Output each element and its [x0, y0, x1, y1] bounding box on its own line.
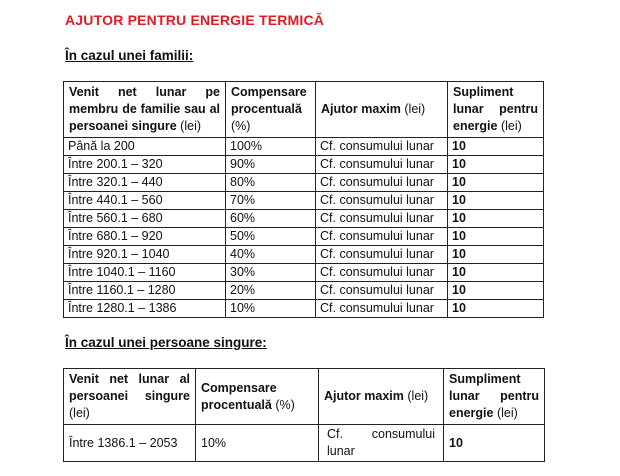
col-header-income: Venit net lunar al persoanei singure (le…	[63, 368, 196, 425]
supplement-cell: 10	[447, 263, 544, 282]
income-cell: Între 1386.1 – 2053	[63, 424, 196, 462]
col-header-supplement: Supliment lunar pentru energie (lei)	[447, 81, 544, 138]
table-row: Între 920.1 – 1040 40% Cf. consumului lu…	[63, 245, 544, 264]
percent-cell: 30%	[225, 263, 316, 282]
aid-cell: Cf. consumului lunar	[315, 191, 448, 210]
supplement-cell: 10	[447, 155, 544, 174]
percent-cell: 100%	[225, 137, 316, 156]
single-person-aid-table: Venit net lunar al persoanei singure (le…	[63, 368, 545, 462]
aid-cell: Cf. consumului lunar	[315, 227, 448, 246]
table-row: Între 440.1 – 560 70% Cf. consumului lun…	[63, 191, 544, 210]
aid-cell: Cf. consumului lunar	[318, 424, 444, 462]
section-heading-single-person: În cazul unei persoane singure:	[65, 335, 267, 350]
income-cell: Între 440.1 – 560	[63, 191, 226, 210]
table-row: Între 680.1 – 920 50% Cf. consumului lun…	[63, 227, 544, 246]
income-cell: Între 920.1 – 1040	[63, 245, 226, 264]
table-header-row: Venit net lunar pe membru de familie sau…	[63, 81, 544, 138]
section-heading-family: În cazul unei familii:	[65, 48, 194, 63]
income-cell: Între 560.1 – 680	[63, 209, 226, 228]
aid-cell: Cf. consumului lunar	[315, 299, 448, 318]
aid-cell: Cf. consumului lunar	[315, 263, 448, 282]
aid-cell: Cf. consumului lunar	[315, 155, 448, 174]
table-row: Până la 200 100% Cf. consumului lunar 10	[63, 137, 544, 156]
supplement-cell: 10	[447, 245, 544, 264]
percent-cell: 40%	[225, 245, 316, 264]
aid-cell: Cf. consumului lunar	[315, 137, 448, 156]
col-header-max-aid: Ajutor maxim (lei)	[315, 81, 448, 138]
income-cell: Între 680.1 – 920	[63, 227, 226, 246]
col-header-percent: Compensare procentuală (%)	[195, 368, 319, 425]
percent-cell: 70%	[225, 191, 316, 210]
col-header-supplement: Sumpliment lunar pentru energie (lei)	[443, 368, 545, 425]
table-row: Între 1386.1 – 2053 10% Cf. consumului l…	[63, 424, 545, 462]
table-row: Între 1160.1 – 1280 20% Cf. consumului l…	[63, 281, 544, 300]
aid-cell: Cf. consumului lunar	[315, 209, 448, 228]
col-header-max-aid: Ajutor maxim (lei)	[318, 368, 444, 425]
supplement-cell: 10	[447, 299, 544, 318]
percent-cell: 90%	[225, 155, 316, 174]
col-header-income: Venit net lunar pe membru de familie sau…	[63, 81, 226, 138]
income-cell: Până la 200	[63, 137, 226, 156]
col-header-percent: Compensare procentuală (%)	[225, 81, 316, 138]
aid-cell: Cf. consumului lunar	[315, 245, 448, 264]
income-cell: Între 320.1 – 440	[63, 173, 226, 192]
table-row: Între 560.1 – 680 60% Cf. consumului lun…	[63, 209, 544, 228]
percent-cell: 80%	[225, 173, 316, 192]
table-row: Între 1040.1 – 1160 30% Cf. consumului l…	[63, 263, 544, 282]
supplement-cell: 10	[447, 227, 544, 246]
percent-cell: 10%	[225, 299, 316, 318]
income-cell: Între 1160.1 – 1280	[63, 281, 226, 300]
income-cell: Între 200.1 – 320	[63, 155, 226, 174]
table-row: Între 200.1 – 320 90% Cf. consumului lun…	[63, 155, 544, 174]
percent-cell: 60%	[225, 209, 316, 228]
percent-cell: 10%	[195, 424, 319, 462]
family-aid-table: Venit net lunar pe membru de familie sau…	[63, 81, 544, 318]
supplement-cell: 10	[447, 191, 544, 210]
income-cell: Între 1280.1 – 1386	[63, 299, 226, 318]
supplement-cell: 10	[447, 209, 544, 228]
table-row: Între 320.1 – 440 80% Cf. consumului lun…	[63, 173, 544, 192]
supplement-cell: 10	[447, 173, 544, 192]
aid-cell: Cf. consumului lunar	[315, 173, 448, 192]
percent-cell: 20%	[225, 281, 316, 300]
table-header-row: Venit net lunar al persoanei singure (le…	[63, 368, 545, 425]
table-row: Între 1280.1 – 1386 10% Cf. consumului l…	[63, 299, 544, 318]
income-cell: Între 1040.1 – 1160	[63, 263, 226, 282]
supplement-cell: 10	[447, 281, 544, 300]
aid-cell: Cf. consumului lunar	[315, 281, 448, 300]
supplement-cell: 10	[447, 137, 544, 156]
percent-cell: 50%	[225, 227, 316, 246]
supplement-cell: 10	[443, 424, 545, 462]
page-title: AJUTOR PENTRU ENERGIE TERMICĂ	[65, 12, 325, 28]
